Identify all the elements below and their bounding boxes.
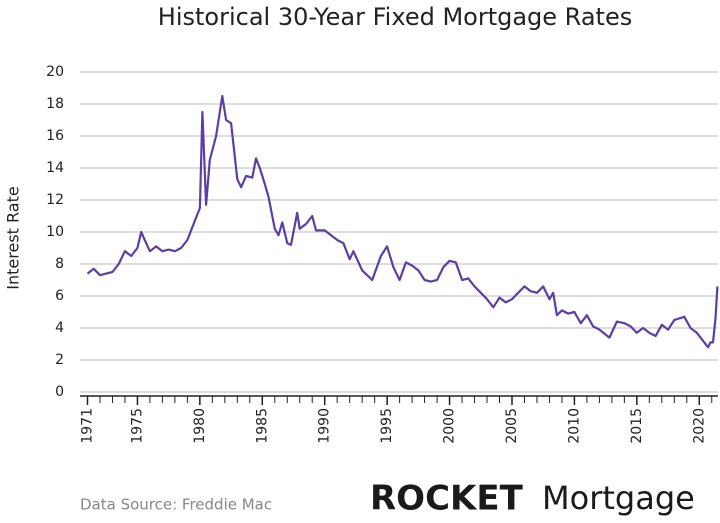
y-axis-label: Interest Rate — [4, 186, 23, 289]
x-tick-label: 1995 — [379, 408, 395, 444]
x-tick-label: 2020 — [691, 408, 707, 444]
x-tick-label: 1985 — [254, 408, 270, 444]
x-tick-label: 2000 — [442, 408, 458, 444]
x-tick-label: 1971 — [79, 408, 95, 444]
source: Data Source: Freddie Mac — [80, 496, 272, 514]
data-line — [86, 94, 719, 349]
y-tick-label: 18 — [46, 96, 64, 112]
x-tick-label: 2015 — [629, 408, 645, 444]
y-tick-label: 20 — [46, 64, 64, 80]
x-tick-label: 1990 — [317, 408, 333, 444]
y-tick-label: 8 — [55, 256, 64, 272]
y-tick-label: 14 — [46, 160, 64, 176]
y-tick-label: 4 — [55, 320, 64, 336]
y-tick-label: 16 — [46, 128, 64, 144]
chart-title: Historical 30-Year Fixed Mortgage Rates — [158, 3, 632, 31]
y-tick-label: 2 — [55, 352, 64, 368]
x-tick-label: 1980 — [192, 408, 208, 444]
y-tick-label: 6 — [55, 288, 64, 304]
x-tick-label: 1975 — [129, 408, 145, 444]
y-tick-label: 12 — [46, 192, 64, 208]
y-tick-label: 0 — [55, 384, 64, 400]
y-tick-label: 10 — [46, 224, 64, 240]
brand: ROCKET — [370, 479, 524, 519]
brand-suffix: Mortgage — [542, 479, 695, 517]
x-tick-label: 2010 — [566, 408, 582, 444]
x-tick-label: 2005 — [504, 408, 520, 444]
